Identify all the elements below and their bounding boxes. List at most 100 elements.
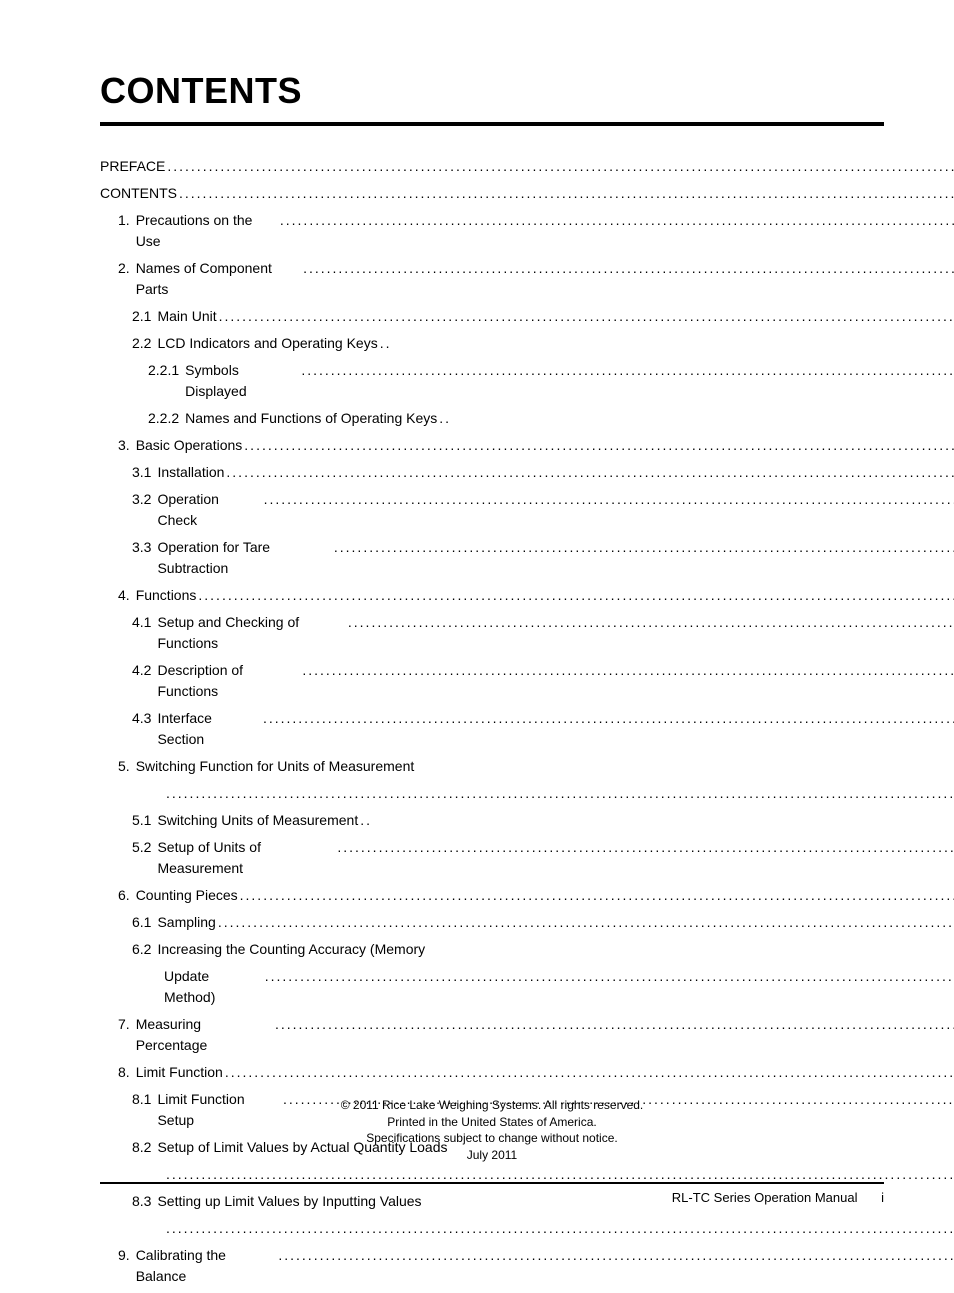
- toc-leader: ........................................…: [299, 360, 954, 381]
- toc-entry-label: Names and Functions of Operating Keys: [185, 408, 437, 429]
- toc-entry-label: Update Method): [164, 966, 263, 1008]
- toc-leader: ........................................…: [278, 210, 954, 231]
- toc-leader: ........................................…: [165, 156, 954, 177]
- toc-leader: ........................................…: [263, 966, 954, 987]
- toc-entry-label: Installation: [157, 462, 224, 483]
- toc-entry-number: 2.2.1: [148, 360, 185, 381]
- toc-entry-label: Increasing the Counting Accuracy (Memory: [157, 939, 425, 960]
- toc-leader: ........................................…: [346, 612, 954, 633]
- page-title: CONTENTS: [100, 70, 884, 112]
- copyright-block: © 2011 Rice Lake Weighing Systems. All r…: [100, 1097, 884, 1164]
- toc-entry-label: Precautions on the Use: [136, 210, 278, 252]
- toc-leader: ........................................…: [332, 537, 954, 558]
- toc-entry: 1.Precautions on the Use................…: [100, 210, 954, 252]
- toc-leader: ........................................…: [223, 1062, 954, 1083]
- toc-entry: 5.Switching Function for Units of Measur…: [100, 756, 954, 777]
- toc-entry: 4.3Interface Section....................…: [100, 708, 954, 750]
- toc-entry: 6.1Sampling.............................…: [100, 912, 954, 933]
- footer-line: RL-TC Series Operation Manual i: [100, 1190, 884, 1205]
- toc-leader: ..: [437, 408, 954, 429]
- toc-entry: 3.1Installation.........................…: [100, 462, 954, 483]
- toc-entry-label: Counting Pieces: [136, 885, 238, 906]
- toc-leader: ........................................…: [300, 660, 954, 681]
- toc-entry-label: Operation Check: [157, 489, 261, 531]
- copyright-line: © 2011 Rice Lake Weighing Systems. All r…: [100, 1097, 884, 1114]
- toc-entry-number: 4.3: [132, 708, 157, 729]
- toc-entry-number: 5.1: [132, 810, 157, 831]
- toc-leader: ........................................…: [335, 837, 954, 858]
- toc-entry-number: 4.2: [132, 660, 157, 681]
- toc-entry-number: 8.: [118, 1062, 136, 1083]
- toc-entry: 4.2Description of Functions.............…: [100, 660, 954, 702]
- toc-entry: 6.Counting Pieces.......................…: [100, 885, 954, 906]
- toc-entry-number: 6.1: [132, 912, 157, 933]
- toc-entry: 5.2Setup of Units of Measurement........…: [100, 837, 954, 879]
- toc-entry-label: Calibrating the Balance: [136, 1245, 277, 1287]
- toc-leader: ..: [378, 333, 954, 354]
- toc-entry: 5.1Switching Units of Measurement..14: [100, 810, 954, 831]
- toc-leader: ........................................…: [276, 1245, 954, 1266]
- toc-entry-label: Setup of Units of Measurement: [157, 837, 335, 879]
- footer-page-number: i: [881, 1190, 884, 1205]
- page-footer: © 2011 Rice Lake Weighing Systems. All r…: [0, 1097, 954, 1235]
- toc-entry: 6.2Increasing the Counting Accuracy (Mem…: [100, 939, 954, 960]
- toc-entry: 9.Calibrating the Balance...............…: [100, 1245, 954, 1287]
- page: CONTENTS PREFACE........................…: [0, 0, 954, 1235]
- toc-leader: ........................................…: [196, 585, 954, 606]
- toc-entry-number: 7.: [118, 1014, 136, 1035]
- toc-entry: 3.Basic Operations......................…: [100, 435, 954, 456]
- copyright-line: July 2011: [100, 1147, 884, 1164]
- toc-entry-number: 2.1: [132, 306, 157, 327]
- toc-entry-label: PREFACE: [100, 156, 165, 177]
- toc-entry: 2.2.1Symbols Displayed..................…: [100, 360, 954, 402]
- toc-entry-label: Basic Operations: [136, 435, 243, 456]
- toc-leader: ........................................…: [224, 462, 954, 483]
- toc-entry-number: 9.: [118, 1245, 136, 1266]
- toc-leader: ..: [358, 810, 954, 831]
- toc-leader: ........................................…: [273, 1014, 954, 1035]
- toc-entry: 2.1Main Unit............................…: [100, 306, 954, 327]
- toc-entry: Update Method)..........................…: [100, 966, 954, 1008]
- toc-entry-label: Main Unit: [157, 306, 216, 327]
- toc-entry-label: CONTENTS: [100, 183, 177, 204]
- toc-entry: 8.Limit Function........................…: [100, 1062, 954, 1083]
- toc-entry-number: 2.2: [132, 333, 157, 354]
- toc-entry-label: Switching Units of Measurement: [157, 810, 358, 831]
- toc-entry-number: 5.2: [132, 837, 157, 858]
- toc-leader: ........................................…: [238, 885, 954, 906]
- toc-entry-number: 5.: [118, 756, 136, 777]
- toc-entry-label: Symbols Displayed: [185, 360, 299, 402]
- toc-entry: CONTENTS................................…: [100, 183, 954, 204]
- copyright-line: Specifications subject to change without…: [100, 1130, 884, 1147]
- toc-entry-number: 6.2: [132, 939, 157, 960]
- toc-entry: 4.1Setup and Checking of Functions......…: [100, 612, 954, 654]
- toc-entry: 3.2Operation Check......................…: [100, 489, 954, 531]
- toc-entry: 2.2.2Names and Functions of Operating Ke…: [100, 408, 954, 429]
- toc-entry-number: 4.: [118, 585, 136, 606]
- toc-entry-label: Interface Section: [157, 708, 260, 750]
- toc-entry-label: Names of Component Parts: [136, 258, 301, 300]
- footer-rule: [100, 1182, 884, 1184]
- toc-entry: 2.2LCD Indicators and Operating Keys..5: [100, 333, 954, 354]
- toc-entry-number: 6.: [118, 885, 136, 906]
- toc-entry-number: 3.: [118, 435, 136, 456]
- toc-leader: ........................................…: [216, 912, 954, 933]
- toc-entry-label: LCD Indicators and Operating Keys: [157, 333, 377, 354]
- toc-entry-label: Setup and Checking of Functions: [157, 612, 345, 654]
- copyright-line: Printed in the United States of America.: [100, 1114, 884, 1131]
- toc-leader: ........................................…: [301, 258, 954, 279]
- footer-doc-title: RL-TC Series Operation Manual: [672, 1190, 858, 1205]
- toc-leader: ........................................…: [217, 306, 954, 327]
- toc-entry: 3.3Operation for Tare Subtraction.......…: [100, 537, 954, 579]
- toc-entry: ........................................…: [100, 783, 954, 804]
- toc-entry-number: 3.1: [132, 462, 157, 483]
- toc-entry-label: Operation for Tare Subtraction: [157, 537, 331, 579]
- toc-leader: ........................................…: [242, 435, 954, 456]
- toc-entry-label: Functions: [136, 585, 197, 606]
- toc-leader: ........................................…: [164, 783, 954, 804]
- toc-entry: 2.Names of Component Parts..............…: [100, 258, 954, 300]
- toc-entry-number: 3.3: [132, 537, 157, 558]
- toc-entry: PREFACE.................................…: [100, 156, 954, 177]
- toc-entry-label: Description of Functions: [157, 660, 300, 702]
- toc-entry-label: Measuring Percentage: [136, 1014, 273, 1056]
